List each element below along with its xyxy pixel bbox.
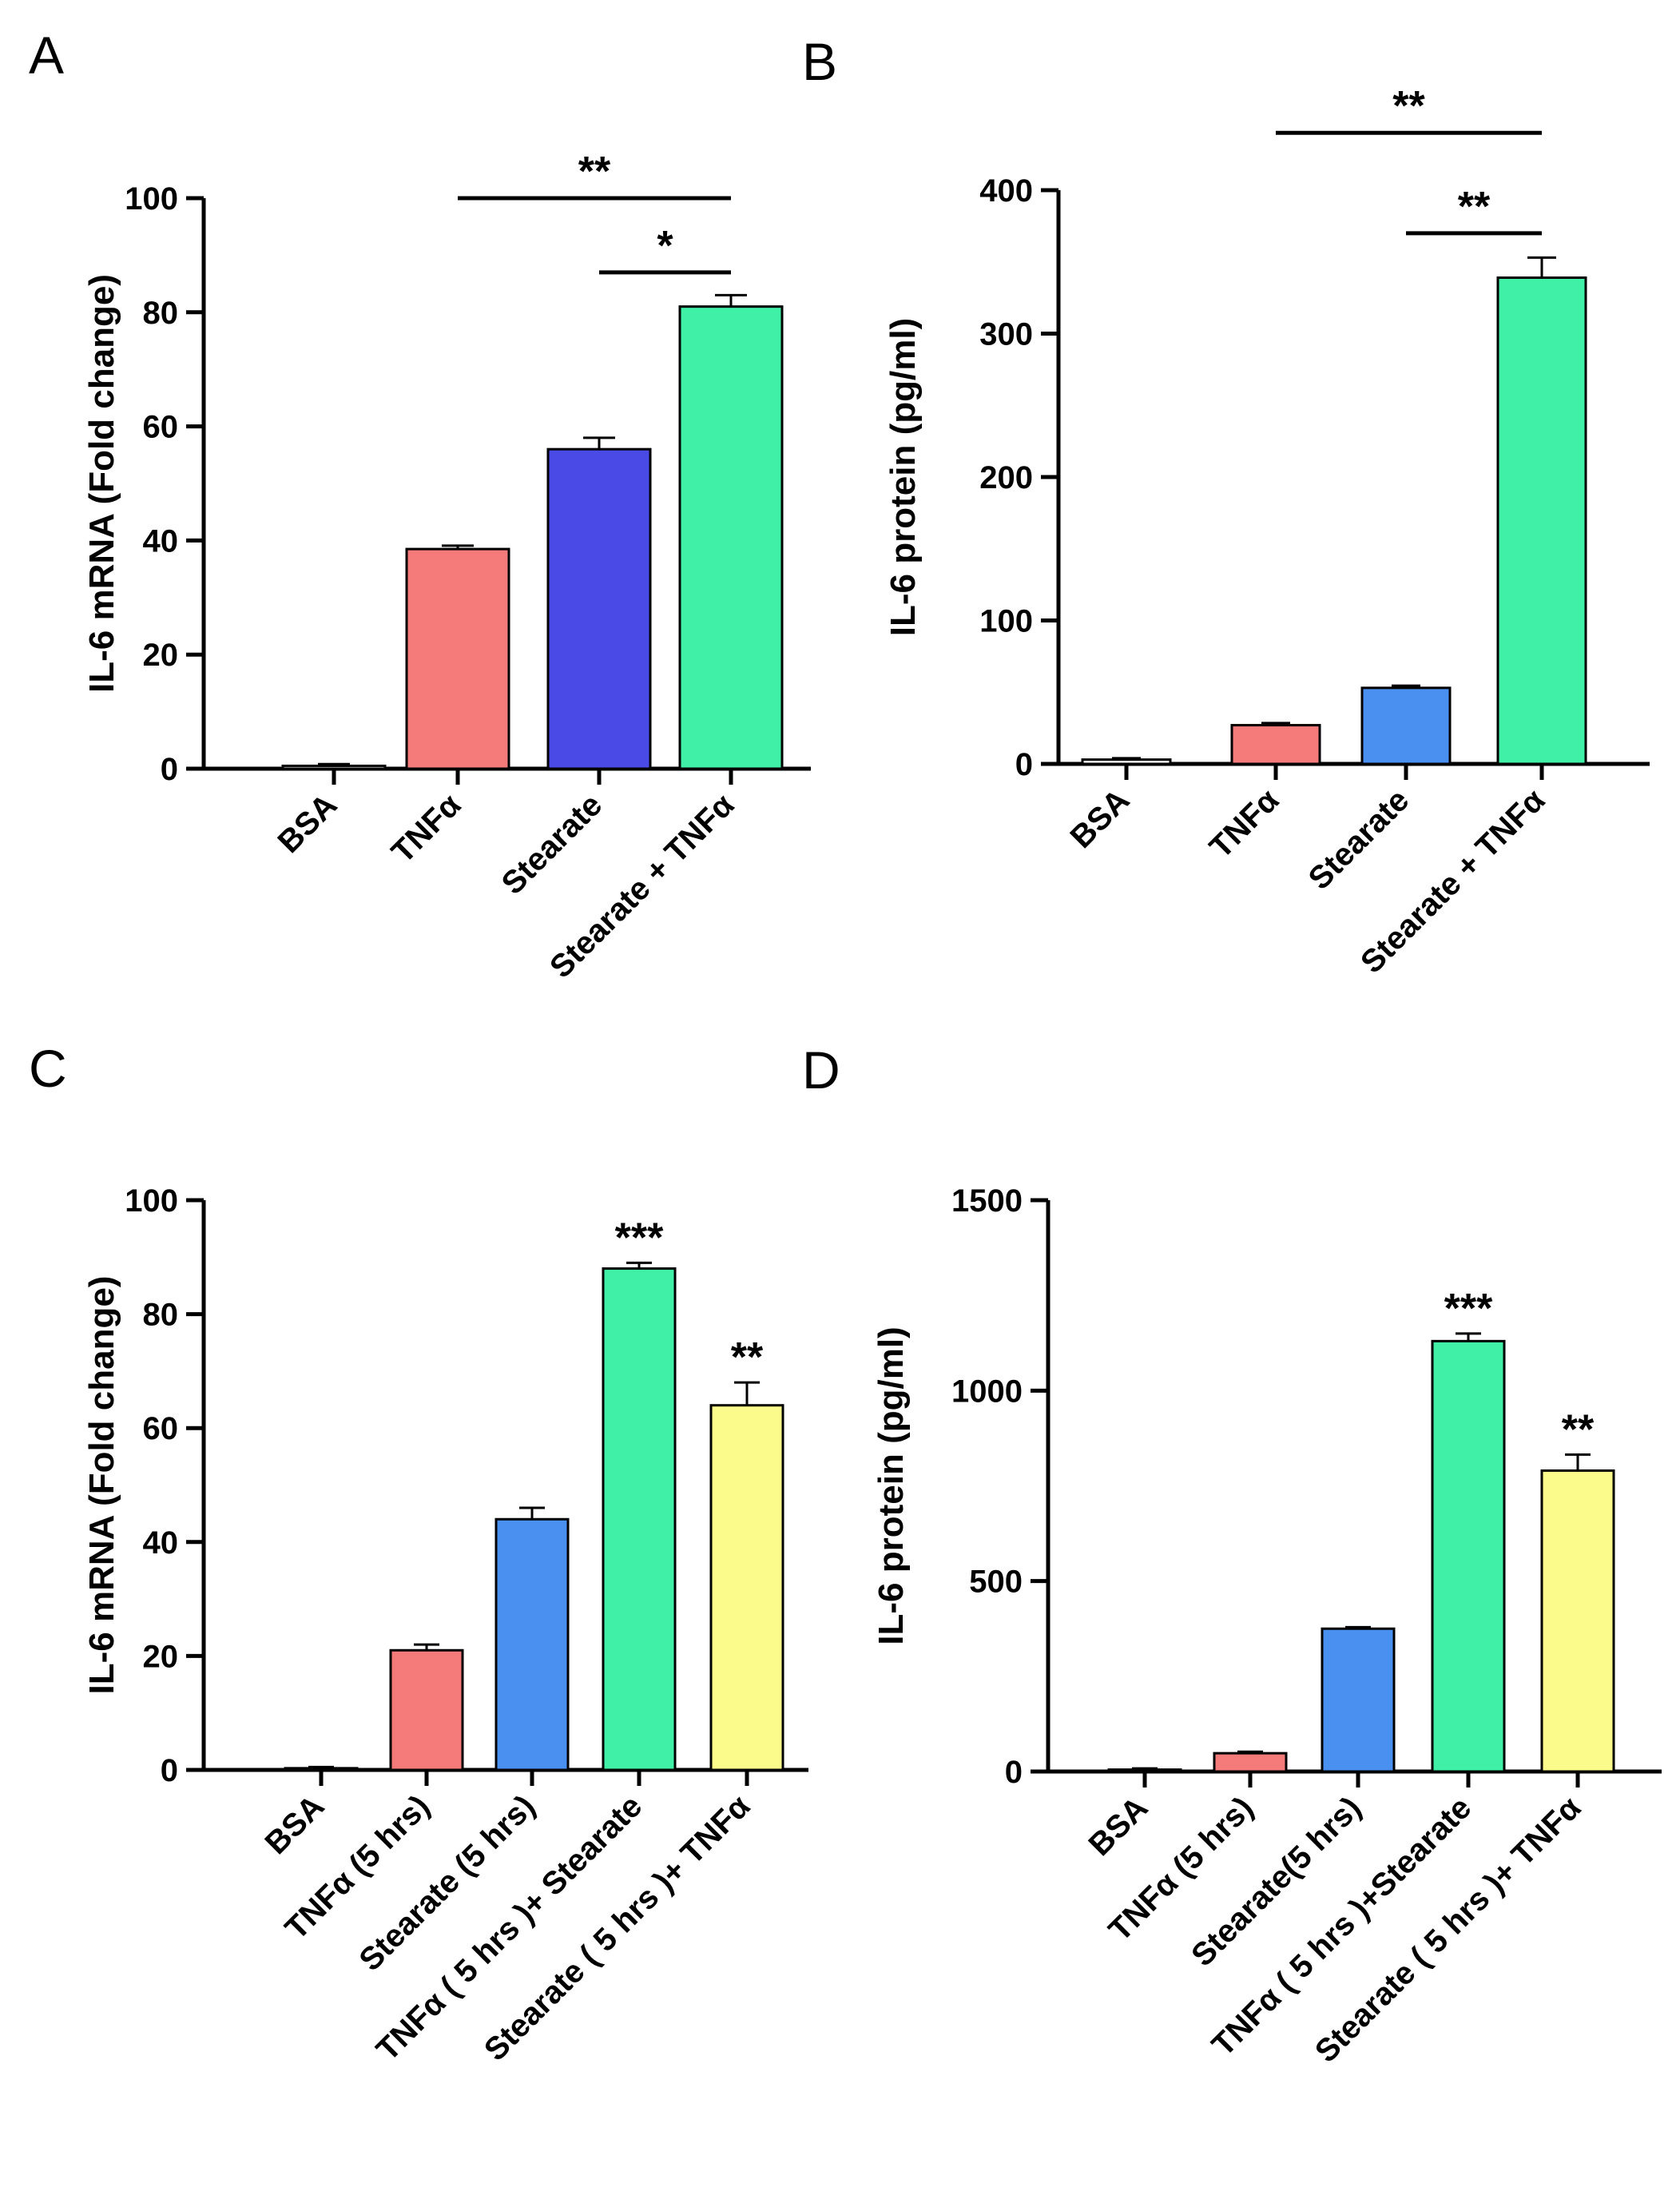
y-tick-label: 60 xyxy=(143,1411,179,1446)
y-tick-label: 500 xyxy=(969,1565,1023,1600)
bar xyxy=(284,1767,359,1772)
category-label: TNFα xyxy=(385,787,468,870)
significance-label: ** xyxy=(578,149,611,195)
bar xyxy=(405,547,510,770)
category-label: BSA xyxy=(1064,782,1137,855)
bar xyxy=(546,447,652,770)
y-tick-label: 200 xyxy=(979,460,1033,495)
bar xyxy=(1321,1627,1396,1773)
panel-letter: C xyxy=(29,1039,67,1098)
bar xyxy=(1431,1339,1506,1773)
bar xyxy=(1496,276,1587,765)
bar xyxy=(389,1648,464,1772)
y-tick-label: 400 xyxy=(979,173,1033,209)
y-tick-label: 40 xyxy=(143,523,179,559)
bar xyxy=(1540,1469,1615,1773)
significance-label: *** xyxy=(1444,1286,1493,1332)
category-label: TNFα xyxy=(1203,782,1286,865)
y-tick-label: 60 xyxy=(143,410,179,445)
y-tick-label: 1500 xyxy=(951,1183,1023,1219)
bar xyxy=(1230,724,1321,765)
y-axis-label: IL-6 mRNA (Fold change) xyxy=(82,274,121,693)
bar xyxy=(1213,1752,1288,1773)
significance-label: ** xyxy=(1392,83,1425,129)
category-label: BSA xyxy=(272,787,344,860)
category-label: Stearate xyxy=(495,787,610,901)
significance-label: ** xyxy=(1562,1406,1595,1453)
y-tick-label: 0 xyxy=(1015,747,1033,782)
category-label: BSA xyxy=(1082,1790,1155,1863)
y-tick-label: 1000 xyxy=(951,1374,1023,1409)
y-tick-label: 100 xyxy=(979,604,1033,639)
panel-a: A 0 20 40 60 80 100 IL-6 mRNA (Fold change) BSA T… xyxy=(29,26,811,985)
y-axis-label: IL-6 protein (pg/ml) xyxy=(884,318,923,636)
bar xyxy=(709,1404,784,1772)
y-tick-label: 100 xyxy=(125,181,178,217)
panel-letter: A xyxy=(29,26,64,85)
bar xyxy=(602,1267,677,1772)
category-label: Stearate (5 hrs) xyxy=(352,1788,542,1978)
significance-label: *** xyxy=(615,1215,664,1261)
y-tick-label: 80 xyxy=(143,1298,179,1333)
y-axis-label: IL-6 mRNA (Fold change) xyxy=(82,1276,121,1695)
bar xyxy=(494,1517,570,1772)
y-tick-label: 80 xyxy=(143,296,179,331)
category-label: Stearate xyxy=(1302,782,1416,897)
y-tick-label: 20 xyxy=(143,638,179,673)
significance-label: ** xyxy=(731,1334,764,1381)
y-tick-label: 40 xyxy=(143,1525,179,1561)
bar xyxy=(678,305,784,770)
bar xyxy=(1081,758,1172,765)
bar xyxy=(1107,1768,1182,1773)
y-axis-label: IL-6 protein (pg/ml) xyxy=(872,1326,911,1644)
y-tick-label: 0 xyxy=(1005,1755,1023,1790)
significance-label: ** xyxy=(1458,184,1491,230)
panel-letter: B xyxy=(802,32,837,91)
y-tick-label: 0 xyxy=(161,752,178,787)
y-tick-label: 0 xyxy=(161,1753,178,1788)
category-label: BSA xyxy=(259,1788,332,1861)
y-tick-label: 20 xyxy=(143,1639,179,1674)
y-tick-label: 100 xyxy=(125,1183,178,1219)
panel-letter: D xyxy=(802,1040,840,1100)
bar xyxy=(1360,686,1452,765)
y-tick-label: 300 xyxy=(979,317,1033,352)
significance-label: * xyxy=(657,223,673,269)
bar xyxy=(281,764,387,770)
panel-b: B 0 100 200 300 400 IL-6 protein (pg/ml) BSA TNF… xyxy=(802,32,1650,980)
